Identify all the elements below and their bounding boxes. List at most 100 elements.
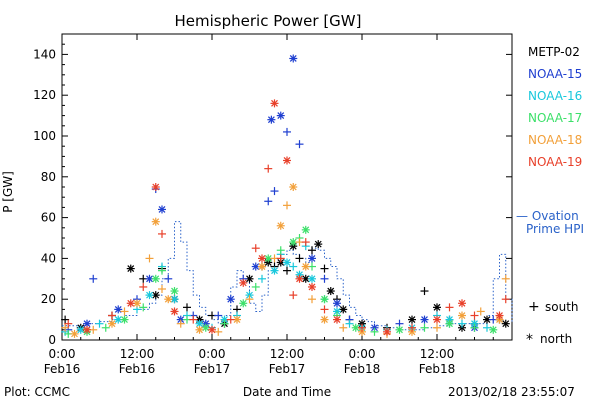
data-point-noaa-16: [170, 295, 179, 304]
north-marker-label: north: [540, 332, 572, 346]
data-point-noaa-16: [76, 325, 85, 334]
data-point-noaa-17: [301, 225, 310, 234]
data-point-noaa-15: [308, 254, 316, 263]
data-point-noaa-19: [151, 183, 160, 191]
data-point-noaa-17: [351, 323, 360, 332]
data-point-noaa-17: [170, 287, 179, 296]
ovation-label-line2: Prime HPI: [526, 222, 584, 236]
data-point-noaa-17: [445, 319, 454, 328]
data-point-noaa-18: [70, 329, 79, 338]
data-point-noaa-15: [145, 274, 154, 283]
data-point-noaa-16: [270, 266, 279, 275]
data-point-noaa-18: [176, 319, 185, 328]
x-tick-date-label: Feb18: [344, 362, 381, 376]
data-point-noaa-19: [208, 325, 216, 334]
y-tick-label: 0: [48, 333, 56, 347]
data-point-noaa-18: [214, 327, 223, 336]
legend-entry: METP-02: [528, 45, 580, 59]
data-point-metp-02: [420, 287, 429, 296]
legend-entry: NOAA-16: [528, 89, 582, 103]
data-point-noaa-19: [139, 282, 148, 291]
x-tick-time-label: 0:00: [49, 347, 76, 361]
data-point-noaa-17: [220, 319, 229, 328]
data-point-metp-02: [501, 319, 510, 328]
y-axis: 0 20 40 60 80 100 120 140: [33, 43, 512, 347]
legend-entry: NOAA-17: [528, 111, 582, 125]
data-point-noaa-19: [64, 319, 73, 328]
data-point-metp-02: [295, 254, 304, 263]
y-tick-label: 60: [41, 211, 56, 225]
data-point-noaa-15: [333, 299, 341, 308]
data-point-metp-02: [339, 305, 348, 314]
data-point-noaa-19: [126, 299, 135, 308]
data-point-noaa-16: [308, 274, 316, 283]
data-point-noaa-19: [408, 323, 416, 332]
data-point-metp-02: [314, 240, 323, 249]
data-point-noaa-19: [358, 323, 366, 332]
data-point-noaa-18: [476, 307, 485, 316]
data-point-noaa-19: [470, 311, 479, 320]
data-point-noaa-17: [489, 325, 498, 334]
data-point-noaa-18: [283, 201, 291, 210]
data-point-noaa-17: [276, 246, 285, 255]
data-point-noaa-19: [295, 274, 304, 283]
data-point-noaa-16: [95, 319, 104, 328]
data-point-noaa-17: [370, 327, 379, 336]
x-tick-date-label: Feb16: [44, 362, 81, 376]
data-point-noaa-19: [170, 307, 179, 316]
plot-frame: [61, 33, 513, 341]
data-point-noaa-17: [201, 323, 210, 332]
data-point-noaa-17: [470, 323, 479, 332]
data-point-noaa-19: [258, 254, 266, 263]
legend-entry: NOAA-18: [528, 133, 582, 147]
y-tick-label: 120: [33, 88, 56, 102]
data-point-noaa-19: [239, 278, 248, 287]
data-point-noaa-18: [301, 262, 310, 271]
y-tick-label: 20: [41, 292, 56, 306]
data-point-noaa-19: [83, 325, 91, 334]
data-point-noaa-18: [245, 295, 254, 304]
legend-entry: NOAA-15: [528, 67, 582, 81]
data-point-noaa-19: [501, 295, 510, 304]
data-point-noaa-16: [345, 319, 354, 328]
data-point-noaa-18: [258, 262, 266, 271]
data-point-noaa-18: [108, 319, 116, 328]
data-point-noaa-19: [495, 311, 504, 320]
data-point-noaa-16: [458, 319, 466, 328]
data-point-noaa-19: [226, 315, 235, 324]
data-point-noaa-19: [270, 99, 279, 108]
y-tick-label: 140: [33, 47, 56, 61]
data-point-noaa-18: [195, 325, 204, 334]
x-tick-date-label: Feb17: [194, 362, 231, 376]
y-tick-label: 80: [41, 170, 56, 184]
footer-plot-source: Plot: CCMC: [4, 385, 70, 399]
data-point-noaa-15: [164, 274, 173, 283]
y-tick-label: 40: [41, 251, 56, 265]
x-tick-time-label: 12:00: [420, 347, 455, 361]
legend-entry: NOAA-19: [528, 155, 582, 169]
ovation-label-line1: — Ovation: [516, 209, 579, 223]
ovation-legend: — Ovation Prime HPI: [516, 209, 584, 236]
x-tick-date-label: Feb16: [119, 362, 156, 376]
data-point-noaa-18: [458, 311, 466, 320]
data-point-noaa-19: [320, 305, 329, 314]
data-point-noaa-19: [108, 311, 116, 320]
legend: METP-02 NOAA-15 NOAA-16 NOAA-17 NOAA-18 NOAA-…: [528, 45, 582, 169]
x-tick-date-label: Feb17: [269, 362, 306, 376]
data-point-noaa-19: [383, 327, 391, 336]
y-axis-label: P [GW]: [1, 171, 15, 213]
data-point-noaa-15: [270, 187, 279, 196]
data-point-noaa-18: [164, 295, 173, 304]
data-point-noaa-18: [61, 323, 70, 332]
data-point-noaa-18: [289, 183, 298, 191]
y-tick-label: 100: [33, 129, 56, 143]
data-point-noaa-15: [276, 111, 285, 120]
data-point-noaa-19: [283, 156, 291, 165]
data-point-noaa-17: [151, 274, 160, 283]
data-point-noaa-19: [301, 238, 310, 247]
data-point-noaa-19: [276, 254, 285, 263]
data-point-noaa-19: [264, 164, 273, 173]
data-point-noaa-19: [189, 315, 198, 324]
data-point-metp-02: [408, 315, 416, 324]
